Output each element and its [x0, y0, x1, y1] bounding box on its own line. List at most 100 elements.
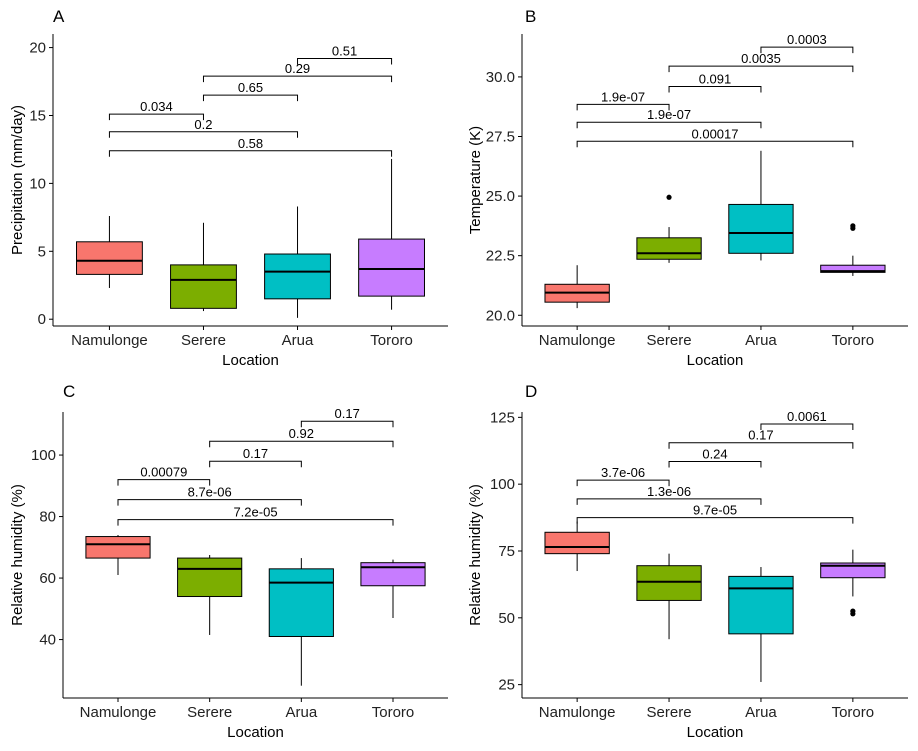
p-value-label: 0.29 [285, 61, 310, 76]
bracket-line [576, 140, 854, 148]
p-value-label: 0.17 [243, 446, 268, 461]
x-axis-title: Location [222, 352, 279, 369]
y-axis-title: Relative humidity (%) [467, 484, 484, 626]
x-tick-label: Serere [181, 332, 226, 349]
panel-letter: C [63, 382, 75, 401]
p-value-label: 0.00079 [140, 465, 187, 480]
y-tick-label: 25 [498, 677, 515, 694]
x-tick-label: Namulonge [80, 704, 157, 721]
iqr-box [636, 565, 702, 601]
comparison-bracket: 0.00017 [576, 126, 854, 148]
comparison-bracket: 0.17 [209, 446, 302, 468]
y-tick-label: 60 [39, 570, 56, 587]
box-namulonge [76, 215, 143, 288]
y-tick-label: 75 [498, 543, 515, 560]
p-value-label: 0.091 [699, 71, 732, 86]
p-value-label: 0.0003 [787, 32, 827, 47]
panel-letter: B [525, 7, 536, 26]
panel-b: B 20.0 22.5 25.0 27.5 30.0 Namulonge Serere Arua… [467, 7, 908, 369]
p-value-label: 3.7e-06 [601, 465, 645, 480]
iqr-box [728, 575, 794, 635]
box-arua [264, 206, 331, 318]
y-tick-label: 20.0 [486, 307, 515, 324]
bracket-line [576, 517, 854, 524]
comparison-bracket: 0.034 [108, 99, 204, 121]
comparison-bracket: 0.58 [108, 136, 393, 157]
bracket-line [117, 479, 211, 486]
iqr-box [728, 203, 794, 254]
y-tick-label: 100 [31, 447, 56, 464]
p-value-label: 9.7e-05 [693, 503, 737, 518]
comparison-bracket: 0.29 [202, 61, 393, 83]
iqr-box [85, 536, 151, 559]
x-tick-label: Tororo [372, 704, 415, 721]
x-tick-label: Namulonge [539, 332, 616, 349]
box-serere [170, 222, 237, 312]
bracket-line [760, 423, 854, 431]
p-value-label: 1.9e-07 [601, 89, 645, 104]
y-tick-label: 10 [29, 175, 46, 192]
p-value-label: 0.92 [289, 426, 314, 441]
x-tick-label: Namulonge [539, 704, 616, 721]
bracket-line [209, 440, 394, 448]
comparison-bracket: 3.7e-06 [576, 465, 670, 487]
box-namulonge [544, 265, 610, 309]
panel-letter: A [53, 7, 65, 26]
comparison-bracket: 1.3e-06 [576, 484, 762, 505]
box-namulonge [544, 521, 610, 572]
iqr-box [170, 264, 237, 309]
comparison-bracket: 0.24 [668, 446, 762, 468]
bracket-line [668, 65, 854, 73]
bracket-line [117, 499, 302, 506]
comparison-bracket: 9.7e-05 [576, 503, 854, 524]
box-serere [177, 555, 243, 635]
bracket-line [202, 94, 299, 102]
box-tororo [358, 158, 425, 310]
p-value-label: 0.034 [140, 99, 173, 114]
x-tick-label: Serere [647, 704, 692, 721]
bracket-line [117, 519, 394, 526]
comparison-bracket: 0.00079 [117, 465, 211, 486]
panel-d: D 25 50 75 100 125 Namulonge Serere Arua Tororo Lo… [467, 382, 908, 741]
x-axis-title: Location [227, 724, 284, 741]
comparison-bracket: 0.2 [108, 117, 299, 138]
bracket-line [668, 85, 762, 93]
x-tick-label: Namulonge [71, 332, 148, 349]
p-value-label: 0.17 [335, 406, 360, 421]
box-arua [268, 558, 334, 686]
bracket-line [576, 479, 670, 487]
bracket-line [760, 46, 854, 54]
box-arua [728, 150, 794, 261]
x-tick-label: Tororo [832, 704, 875, 721]
p-value-label: 8.7e-06 [188, 485, 232, 500]
iqr-box [264, 253, 331, 300]
iqr-box [76, 241, 143, 275]
iqr-box [820, 562, 886, 579]
p-value-label: 0.58 [238, 136, 263, 151]
p-value-label: 0.2 [194, 117, 212, 132]
comparison-bracket: 0.0035 [668, 51, 854, 73]
box-tororo [360, 559, 426, 619]
x-tick-label: Arua [745, 332, 777, 349]
comparison-bracket: 0.0061 [760, 409, 854, 431]
y-tick-label: 80 [39, 509, 56, 526]
x-tick-label: Arua [282, 332, 314, 349]
comparison-bracket: 8.7e-06 [117, 485, 302, 506]
y-axis-title: Precipitation (mm/day) [9, 105, 26, 255]
bracket-line [297, 57, 393, 65]
y-tick-label: 30.0 [486, 69, 515, 86]
y-tick-label: 20 [29, 40, 46, 57]
y-tick-label: 0 [38, 311, 46, 328]
y-tick-label: 40 [39, 632, 56, 649]
iqr-box [544, 531, 610, 555]
comparison-bracket: 7.2e-05 [117, 505, 394, 526]
p-value-label: 0.0061 [787, 409, 827, 424]
p-value-label: 0.17 [748, 428, 773, 443]
p-value-label: 0.65 [238, 80, 263, 95]
y-axis-title: Relative humidity (%) [9, 484, 26, 626]
bracket-line [668, 442, 854, 449]
y-tick-label: 27.5 [486, 128, 515, 145]
x-tick-label: Serere [187, 704, 232, 721]
outlier-point [850, 223, 856, 229]
x-tick-label: Arua [745, 704, 777, 721]
